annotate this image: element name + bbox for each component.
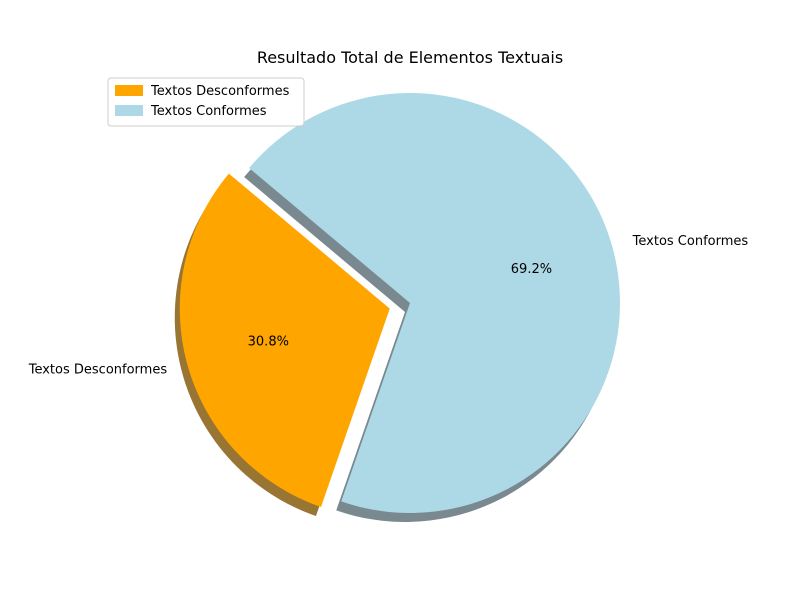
slice-pct-textos-desconformes: 30.8%	[248, 335, 289, 350]
slice-label-textos-desconformes: Textos Desconformes	[28, 363, 168, 378]
legend-swatch-desconformes	[115, 85, 143, 96]
slice-label-textos-conformes: Textos Conformes	[632, 234, 749, 249]
legend: Textos Desconformes Textos Conformes	[107, 77, 305, 127]
legend-label-conformes: Textos Conformes	[150, 104, 267, 119]
legend-label-desconformes: Textos Desconformes	[150, 84, 290, 99]
slice-labels: Textos Desconformes 30.8% Textos Conformes…	[28, 234, 749, 378]
slice-textos-desconformes	[179, 173, 390, 508]
legend-frame	[107, 77, 305, 127]
slice-pct-textos-conformes: 69.2%	[511, 262, 552, 277]
pie-slices	[179, 93, 620, 513]
chart-title: Resultado Total de Elementos Textuais	[257, 48, 563, 67]
legend-swatch-conformes	[115, 105, 143, 116]
slice-textos-conformes	[249, 93, 620, 513]
